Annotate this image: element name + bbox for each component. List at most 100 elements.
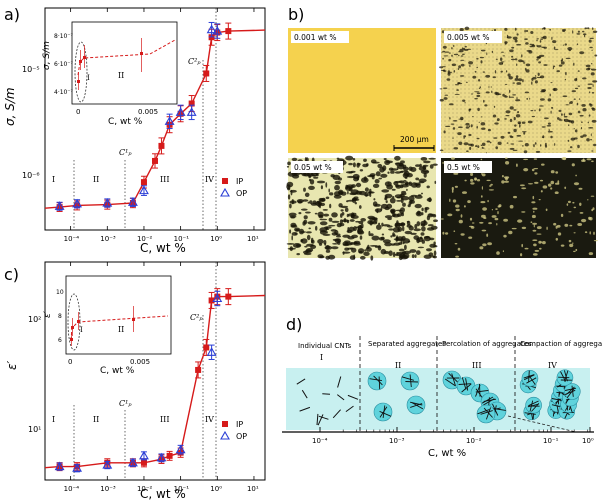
aggregate-speck [525, 69, 530, 73]
aggregate-speck [317, 239, 324, 244]
aggregate-speck [418, 178, 427, 183]
aggregate-speck [534, 109, 536, 112]
aggregate-speck [415, 164, 421, 167]
cnt-tube [318, 415, 329, 420]
aggregate-speck [421, 192, 423, 195]
cnt-tube [296, 378, 306, 385]
aggregate-speck [461, 53, 465, 55]
aggregate-speck [491, 50, 494, 54]
stage-numeral-4: IV [548, 361, 557, 370]
cnt-tube [345, 405, 354, 413]
aggregate-speck [453, 172, 459, 175]
aggregate-speck [465, 126, 470, 129]
panel-c-region-4: IV [205, 415, 214, 424]
panel-c-ylabel: ε′ [5, 361, 19, 370]
aggregate-speck [388, 228, 394, 231]
aggregate-speck [523, 168, 529, 172]
aggregate-speck [401, 212, 403, 215]
aggregate-speck [463, 48, 469, 51]
aggregate-speck [540, 38, 544, 40]
panel-c-cp1: C¹ₚ [119, 399, 132, 408]
aggregate-speck [550, 110, 552, 114]
aggregate-speck [338, 177, 342, 181]
aggregate-speck [380, 203, 389, 209]
cnt-tube [401, 376, 415, 381]
aggregate-speck [401, 235, 406, 241]
cnt-tube [316, 413, 319, 426]
aggregate-speck [359, 205, 362, 209]
aggregate-speck [487, 242, 492, 246]
aggregate-speck [558, 64, 563, 67]
aggregate-speck [536, 226, 542, 230]
aggregate-speck [512, 36, 518, 40]
aggregate-speck [291, 232, 298, 236]
aggregate-speck [290, 222, 297, 228]
aggregate-speck [493, 105, 496, 108]
aggregate-speck [474, 177, 477, 181]
aggregate-speck [394, 162, 402, 165]
aggregate-speck [404, 230, 412, 235]
panel-a-inset-ylabel: σ, S/m [42, 41, 52, 70]
aggregate-speck [351, 184, 356, 188]
aggregate-speck [330, 174, 335, 178]
aggregate-speck [470, 93, 474, 95]
panel-a-legend-op-marker [220, 187, 230, 197]
panel-c-inset-ytick-2: 8 [58, 313, 62, 320]
aggregate-speck [515, 99, 521, 102]
aggregate-speck [460, 55, 464, 57]
aggregate-speck [536, 38, 539, 40]
aggregate-speck [509, 135, 513, 137]
panel-a-frame [44, 7, 266, 231]
aggregate-speck [531, 81, 533, 85]
aggregate-speck [320, 185, 323, 190]
aggregate-speck [523, 62, 526, 64]
aggregate-speck [374, 245, 379, 248]
aggregate-speck [511, 46, 515, 49]
cnt-tube [373, 375, 383, 386]
aggregate-speck [556, 224, 561, 228]
aggregate-speck [339, 219, 343, 224]
aggregate-speck [494, 70, 497, 74]
aggregate-speck [485, 91, 490, 94]
aggregate-speck [532, 195, 535, 200]
aggregate-speck [374, 217, 378, 224]
a-op-point [164, 116, 175, 125]
aggregate-speck [309, 200, 313, 205]
aggregate-speck [568, 239, 572, 243]
aggregate-speck [564, 78, 567, 81]
aggregate-speck [518, 122, 521, 125]
aggregate-speck [449, 71, 452, 74]
aggregate-speck [591, 92, 595, 94]
aggregate-speck [541, 136, 544, 138]
aggregate-speck [287, 194, 291, 200]
aggregate-speck [377, 163, 383, 169]
panel-d-label: d) [286, 315, 302, 334]
aggregate-speck [468, 125, 471, 128]
aggregate-speck [401, 183, 409, 188]
aggregate-speck [476, 66, 479, 68]
aggregate-speck [486, 52, 488, 56]
aggregate-speck [371, 235, 380, 241]
c-ip-point [203, 344, 210, 351]
aggregate-speck [506, 34, 509, 39]
aggregate-speck [519, 124, 521, 128]
aggregate-speck [293, 243, 302, 248]
micrograph-label-3: 0.05 wt % [294, 163, 332, 172]
aggregate-speck [577, 110, 581, 114]
aggregate-speck [522, 131, 527, 133]
aggregate-speck [332, 243, 338, 245]
aggregate-speck [478, 87, 480, 90]
aggregate-speck [463, 142, 469, 146]
aggregate-speck [592, 30, 598, 33]
aggregate-speck [549, 28, 551, 31]
aggregate-speck [312, 200, 317, 205]
aggregate-speck [388, 250, 393, 256]
aggregate-speck [292, 174, 300, 179]
aggregate-speck [286, 243, 295, 245]
cnt-aggregate [476, 404, 496, 424]
aggregate-speck [561, 113, 563, 116]
aggregate-speck [532, 76, 537, 80]
aggregate-speck [449, 103, 454, 106]
a-xtick-label: 10⁰ [210, 235, 222, 243]
aggregate-speck [453, 53, 459, 56]
